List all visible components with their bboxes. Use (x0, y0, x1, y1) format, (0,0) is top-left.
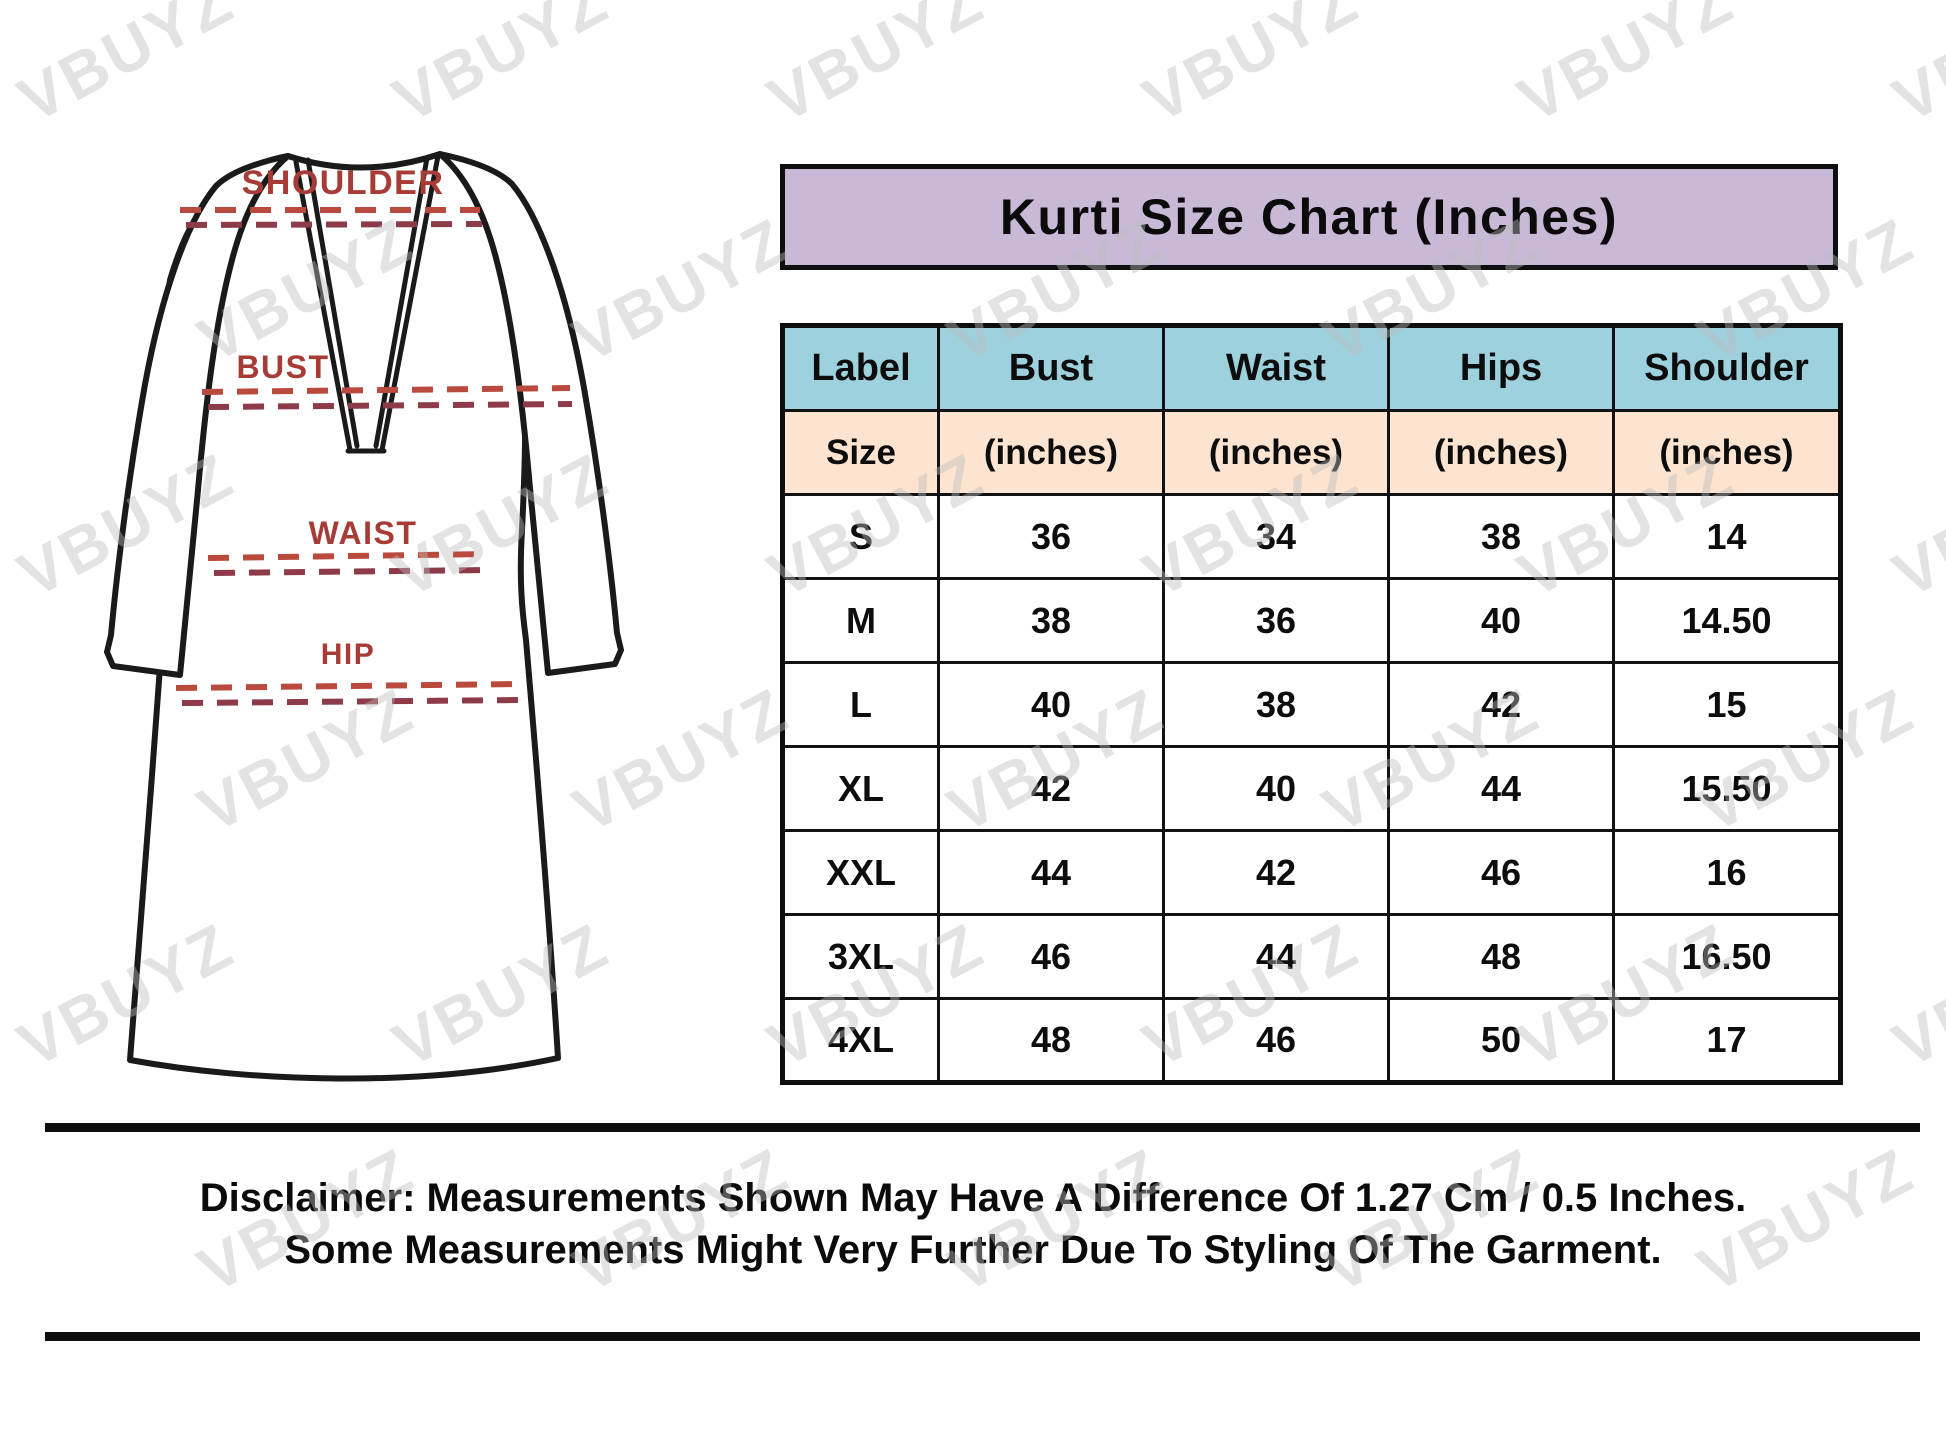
divider-bottom (45, 1332, 1920, 1341)
measurement-cell: 40 (937, 661, 1165, 748)
bust-label: BUST (236, 349, 329, 385)
divider-top (45, 1123, 1920, 1132)
subheader-inches: (inches) (937, 409, 1165, 496)
subheader-inches: (inches) (1162, 409, 1390, 496)
measurement-cell: 14 (1612, 493, 1842, 580)
size-label-cell: 3XL (781, 913, 940, 1000)
watermark-text: VBUYZ (1881, 438, 1946, 612)
measurement-cell: 36 (1162, 577, 1390, 664)
measurement-cell: 16.50 (1612, 913, 1842, 1000)
measurement-cell: 34 (1162, 493, 1390, 580)
measurement-cell: 46 (1162, 997, 1390, 1084)
watermark-text: VBUYZ (756, 0, 996, 137)
hip-label: HIP (321, 638, 376, 671)
col-header-hips: Hips (1387, 324, 1615, 412)
measurement-cell: 48 (937, 997, 1165, 1084)
measurement-cell: 40 (1162, 745, 1390, 832)
subheader-inches: (inches) (1612, 409, 1842, 496)
watermark-text: VBUYZ (1881, 0, 1946, 137)
measurement-cell: 42 (1387, 661, 1615, 748)
measurement-cell: 42 (1162, 829, 1390, 916)
size-label-cell: M (781, 577, 940, 664)
measurement-cell: 44 (1162, 913, 1390, 1000)
measurement-cell: 36 (937, 493, 1165, 580)
col-header-shoulder: Shoulder (1612, 324, 1842, 412)
size-label-cell: L (781, 661, 940, 748)
measurement-cell: 42 (937, 745, 1165, 832)
table-row: M 38 36 40 14.50 (781, 577, 1842, 664)
col-header-bust: Bust (937, 324, 1165, 412)
shoulder-label: SHOULDER (242, 164, 445, 202)
measurement-cell: 46 (1387, 829, 1615, 916)
table-subheader-row: Size (inches) (inches) (inches) (inches) (781, 409, 1842, 496)
measurement-cell: 15 (1612, 661, 1842, 748)
measurement-cell: 38 (937, 577, 1165, 664)
size-label-cell: S (781, 493, 940, 580)
measurement-cell: 38 (1162, 661, 1390, 748)
waist-label: WAIST (309, 515, 418, 551)
measurement-cell: 48 (1387, 913, 1615, 1000)
measurement-cell: 44 (937, 829, 1165, 916)
watermark-text: VBUYZ (6, 0, 246, 137)
size-label-cell: XL (781, 745, 940, 832)
disclaimer-line-2: Some Measurements Might Very Further Due… (284, 1228, 1662, 1272)
measurement-cell: 14.50 (1612, 577, 1842, 664)
table-row: S 36 34 38 14 (781, 493, 1842, 580)
measurement-cell: 38 (1387, 493, 1615, 580)
page-title: Kurti Size Chart (Inches) (999, 189, 1619, 245)
title-banner: Kurti Size Chart (Inches) (780, 164, 1838, 270)
col-header-waist: Waist (1162, 324, 1390, 412)
measurement-cell: 15.50 (1612, 745, 1842, 832)
kurti-right-sleeve (437, 151, 624, 676)
table-row: 3XL 46 44 48 16.50 (781, 913, 1842, 1000)
subheader-size: Size (781, 409, 940, 496)
table-header-row: Label Bust Waist Hips Shoulder (781, 324, 1842, 412)
table-row: XL 42 40 44 15.50 (781, 745, 1842, 832)
table-row: XXL 44 42 46 16 (781, 829, 1842, 916)
measurement-dashes (175, 207, 573, 706)
watermark-text: VBUYZ (1506, 0, 1746, 137)
table-row: L 40 38 42 15 (781, 661, 1842, 748)
watermark-text: VBUYZ (1131, 0, 1371, 137)
measurement-cell: 44 (1387, 745, 1615, 832)
disclaimer: Disclaimer: Measurements Shown May Have … (0, 1172, 1946, 1276)
size-label-cell: 4XL (781, 997, 940, 1084)
size-label-cell: XXL (781, 829, 940, 916)
subheader-inches: (inches) (1387, 409, 1615, 496)
size-table-body: Size (inches) (inches) (inches) (inches)… (781, 409, 1842, 1084)
measurement-cell: 17 (1612, 997, 1842, 1084)
watermark-text: VBUYZ (381, 0, 621, 137)
measurement-cell: 16 (1612, 829, 1842, 916)
measurement-cell: 50 (1387, 997, 1615, 1084)
kurti-diagram: SHOULDER BUST WAIST HIP (104, 151, 624, 1082)
measurement-cell: 40 (1387, 577, 1615, 664)
size-table: Label Bust Waist Hips Shoulder Size (inc… (780, 323, 1843, 1085)
watermark-text: VBUYZ (1881, 908, 1946, 1082)
measurement-cell: 46 (937, 913, 1165, 1000)
col-header-label: Label (781, 324, 940, 412)
table-row: 4XL 48 46 50 17 (781, 997, 1842, 1084)
disclaimer-line-1: Disclaimer: Measurements Shown May Have … (199, 1176, 1747, 1220)
